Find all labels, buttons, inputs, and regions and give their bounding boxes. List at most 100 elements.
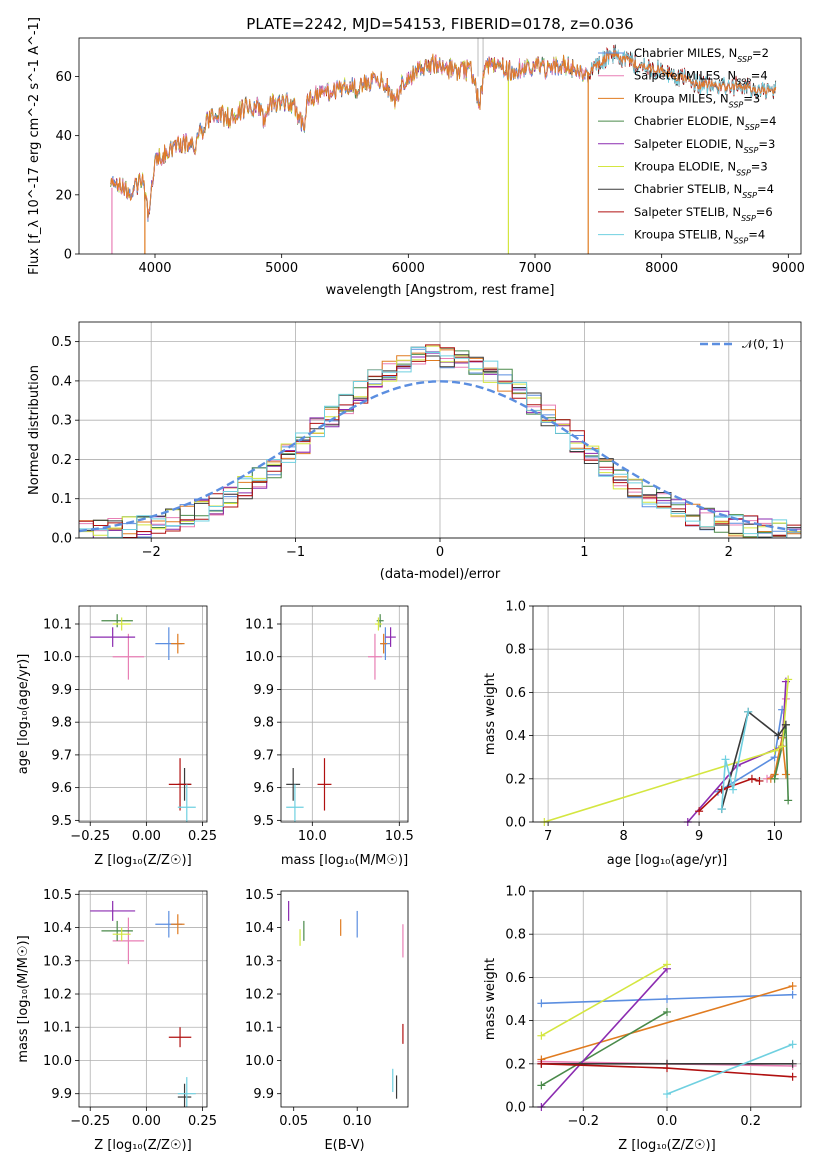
x-tick-label: 9 [695,829,703,844]
series-line-chabrier-stelib [720,710,787,810]
normal-curve [78,380,802,533]
y-axis-label: Normed distribution [27,365,42,495]
axes-frame [532,890,802,1108]
x-tick-label: 2 [725,545,733,560]
x-tick-label: 10 [766,829,783,844]
x-tick-label: 0.10 [343,1114,372,1129]
series-line-kroupa-miles [541,985,793,1061]
y-tick-label: 9.6 [51,781,72,796]
x-tick-label: −0.25 [70,829,110,844]
legend-entry: Salpeter MILES, NSSP=4 [634,69,768,87]
x-axis-label: age [log₁₀(age/yr)] [607,853,728,868]
y-tick-label: 10.0 [245,1054,274,1069]
x-tick-label: 0.0 [657,1114,678,1129]
y-tick-label: 9.9 [253,683,274,698]
y-tick-label: 0.2 [505,772,526,787]
axes-frame [280,890,409,1108]
y-tick-label: 10.0 [43,650,72,665]
legend-entry: Chabrier ELODIE, NSSP=4 [634,114,776,132]
y-tick-label: 10.0 [245,650,274,665]
axes-frame [78,37,802,255]
y-tick-label: 10.5 [245,888,274,903]
y-tick-label: 10.3 [245,954,274,969]
y-tick-label: 9.7 [51,748,72,763]
x-tick-label: −0.25 [70,1114,110,1129]
y-tick-label: 10.4 [43,921,72,936]
legend-entry: Kroupa STELIB, NSSP=4 [634,228,765,246]
panel-mass-vs-Z: −0.25 0.00 0.25 9.9 10.0 10.1 10.2 10.3 10.4 10.5… [16,888,217,1153]
panel-mass-vs-ebv: 0.05 0.10 9.9 10.0 10.1 10.2 10.3 10.4 10.5 E(B-V… [245,888,409,1153]
legend-entry: Kroupa ELODIE, NSSP=3 [634,160,768,178]
x-axis-label: E(B-V) [324,1138,364,1153]
y-tick-label: 10.1 [43,618,72,633]
y-tick-label: 9.8 [51,716,72,731]
x-axis-label: Z [log₁₀(Z/Z☉)] [94,1138,191,1153]
y-tick-label: 0.1 [51,492,72,507]
y-tick-label: 0.5 [51,335,72,350]
series-line-chabrier-elodie [773,724,789,801]
y-tick-label: 0.0 [51,532,72,547]
y-tick-label: 10.5 [43,888,72,903]
y-tick-label: 0.8 [505,928,526,943]
y-tick-label: 0.6 [505,686,526,701]
y-axis-label: Flux [f_λ 10^-17 erg cm^-2 s^-1 A^-1] [27,17,42,275]
series-line-kroupa-elodie [541,963,668,1037]
y-tick-label: 0.0 [505,816,526,831]
x-tick-label: 7000 [518,261,551,276]
legend-entry: Chabrier STELIB, NSSP=4 [634,182,774,200]
x-tick-label: 7 [544,829,552,844]
y-tick-label: 0.4 [51,374,72,389]
y-tick-label: 10.0 [43,1054,72,1069]
panel-mass-weight-vs-Z: −0.2 0.0 0.2 0.0 0.2 0.4 0.6 0.8 1.0 Z [log₁₀(Z/Z… [483,885,802,1153]
y-tick-label: 10.1 [43,1021,72,1036]
histogram-kroupa-stelib [79,346,801,538]
y-tick-label: 10.2 [43,988,72,1003]
y-tick-label: 10.4 [245,921,274,936]
x-tick-label: 0 [436,545,444,560]
x-tick-label: 4000 [138,261,171,276]
x-tick-label: 0.00 [132,1114,161,1129]
x-tick-label: 0.05 [279,1114,308,1129]
y-tick-label: 10.2 [245,988,274,1003]
x-tick-label: 10.5 [385,829,414,844]
y-axis-label: mass weight [483,673,498,755]
series-line-chabrier-elodie [540,1011,668,1087]
panel-mass-weight-vs-age: 7 8 9 10 0.0 0.2 0.4 0.6 0.8 1.0 age [log₁₀(age/yr… [483,600,802,868]
panel-residuals: −2 −1 0 1 2 0.0 0.1 0.2 0.3 0.4 0.5 (data-model)/er… [27,321,802,582]
y-tick-label: 0 [64,248,72,263]
axes-frame [78,321,802,539]
histogram-salpeter-stelib [79,344,801,538]
x-tick-label: 9000 [772,261,805,276]
y-tick-label: 10.1 [245,618,274,633]
legend-entry: Salpeter STELIB, NSSP=6 [634,205,773,223]
series-line-kroupa-stelib [720,711,749,810]
x-tick-label: 6000 [392,261,425,276]
y-tick-label: 0.3 [51,414,72,429]
y-tick-label: 0.2 [505,1057,526,1072]
x-tick-label: 5000 [265,261,298,276]
y-tick-label: 0.4 [505,1014,526,1029]
y-axis-label: mass [log₁₀(M/M☉)] [16,935,31,1062]
axes-frame [532,605,802,823]
x-tick-label: 8 [619,829,627,844]
panel-spectrum: 4000 5000 6000 7000 8000 9000 0 20 40 60 wavelengt… [27,17,805,298]
y-tick-label: 60 [55,70,72,85]
x-tick-label: 0.2 [740,1114,761,1129]
legend-entry: 𝒩(0, 1) [742,337,784,351]
x-axis-label: mass [log₁₀(M/M☉)] [281,853,408,868]
legend-entry: Chabrier MILES, NSSP=2 [634,46,769,64]
x-axis-label: Z [log₁₀(Z/Z☉)] [618,1138,715,1153]
spectrum-line-kroupa-miles [110,50,777,218]
x-tick-label: 0.25 [188,829,217,844]
x-tick-label: 10.0 [298,829,327,844]
x-axis-label: (data-model)/error [380,567,501,582]
legend-entry: Salpeter ELODIE, NSSP=3 [634,137,775,155]
y-axis-label: mass weight [483,958,498,1040]
panel-age-vs-mass: 10.0 10.5 9.5 9.6 9.7 9.8 9.9 10.0 10.1 mass [log… [245,605,414,868]
x-tick-label: −1 [286,545,305,560]
x-tick-label: −2 [142,545,161,560]
x-tick-label: −0.2 [567,1114,599,1129]
chart-layer: 4000 5000 6000 7000 8000 90000204060wavelengt… [16,17,805,1153]
panel-age-vs-Z: −0.25 0.00 0.25 9.5 9.6 9.7 9.8 9.9 10.0 10.1 Z [l… [16,605,217,868]
